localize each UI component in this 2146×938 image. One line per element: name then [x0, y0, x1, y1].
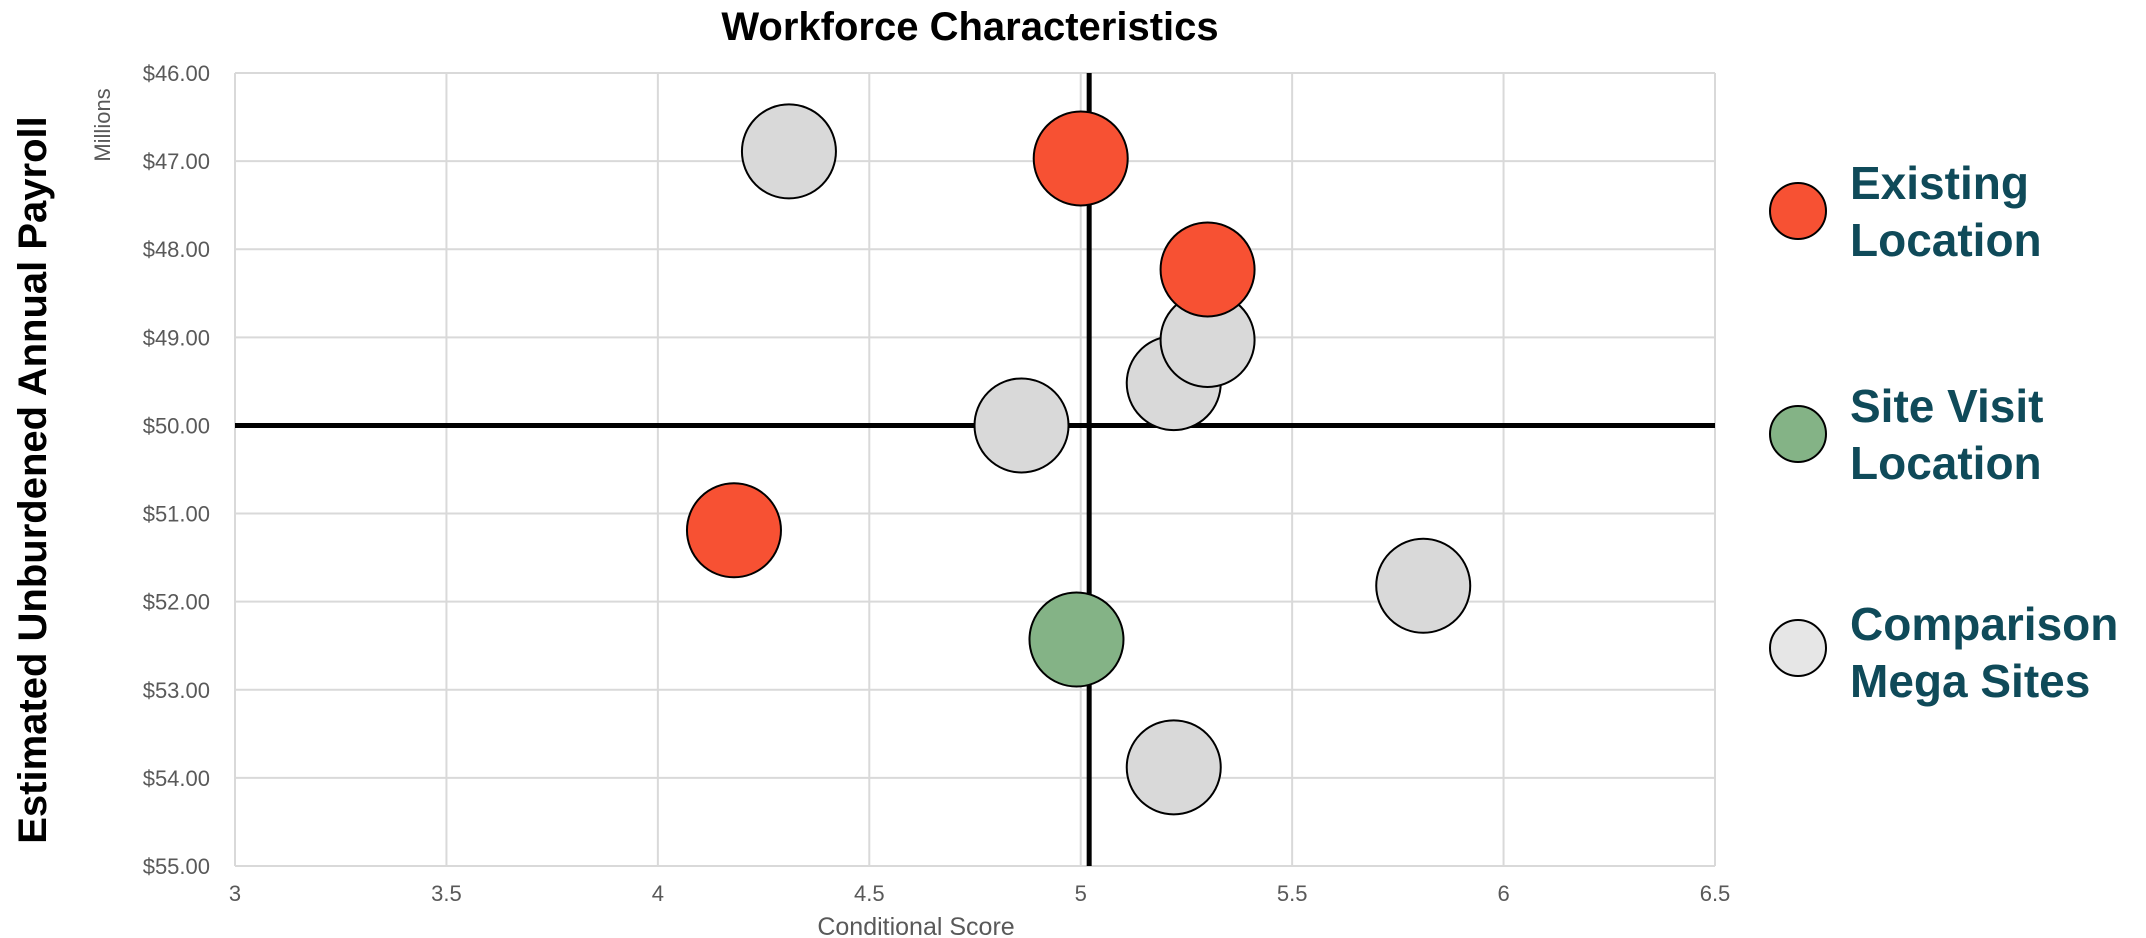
- legend-label-site-visit-line1: Site Visit: [1850, 380, 2043, 432]
- chart-title: Workforce Characteristics: [721, 5, 1218, 49]
- legend-marker-site-visit-location: [1769, 405, 1827, 463]
- point-comparison-mega-sites: [973, 377, 1070, 474]
- point-existing-location: [1032, 110, 1129, 207]
- legend-label-existing-line1: Existing: [1850, 157, 2029, 209]
- legend-label-existing-line2: Location: [1850, 214, 2042, 266]
- legend-label-comparison-line1: Comparison: [1850, 598, 2118, 650]
- point-comparison-mega-sites: [1125, 719, 1222, 816]
- legend-item-site-visit-location: Site Visit Location: [1769, 380, 2043, 489]
- data-points: [685, 103, 1472, 816]
- y-axis-title: Estimated Unburdened Annual Payroll: [11, 116, 55, 844]
- grid-lines: [234, 72, 1716, 867]
- point-comparison-mega-sites: [740, 103, 837, 200]
- y-tick-label: $46.00: [143, 61, 210, 86]
- legend-label-comparison-line2: Mega Sites: [1850, 655, 2090, 707]
- x-tick-label: 6.5: [1700, 881, 1731, 906]
- legend-item-existing-location: Existing Location: [1769, 157, 2042, 266]
- x-tick-label: 4.5: [854, 881, 885, 906]
- x-tick-labels: 3 3.5 4 4.5 5 5.5 6 6.5: [229, 881, 1730, 906]
- y-units-label: Millions: [90, 88, 115, 161]
- y-tick-label: $50.00: [143, 413, 210, 438]
- y-tick-label: $49.00: [143, 325, 210, 350]
- crosshair-lines: [235, 73, 1715, 866]
- y-tick-label: $51.00: [143, 502, 210, 527]
- y-tick-label: $47.00: [143, 149, 210, 174]
- x-tick-label: 5.5: [1277, 881, 1308, 906]
- y-tick-label: $52.00: [143, 590, 210, 615]
- x-tick-label: 5: [1075, 881, 1087, 906]
- x-tick-label: 6: [1497, 881, 1509, 906]
- legend-marker-comparison-mega-sites: [1769, 619, 1827, 677]
- point-comparison-mega-sites: [1375, 537, 1472, 634]
- legend-label-site-visit-line2: Location: [1850, 437, 2042, 489]
- y-tick-labels: $46.00 $47.00 $48.00 $49.00 $50.00 $51.00 $52.…: [143, 61, 210, 879]
- x-tick-label: 3: [229, 881, 241, 906]
- x-tick-label: 3.5: [431, 881, 462, 906]
- point-existing-location: [1159, 221, 1256, 318]
- legend: Existing Location Site Visit Location Co…: [1769, 157, 2118, 707]
- point-existing-location: [685, 482, 782, 579]
- y-tick-label: $53.00: [143, 678, 210, 703]
- x-tick-label: 4: [652, 881, 664, 906]
- x-axis-title: Conditional Score: [817, 913, 1014, 938]
- legend-item-comparison-mega-sites: Comparison Mega Sites: [1769, 598, 2118, 707]
- y-tick-label: $48.00: [143, 237, 210, 262]
- point-site-visit-location: [1028, 591, 1125, 688]
- legend-marker-existing-location: [1769, 182, 1827, 240]
- y-tick-label: $54.00: [143, 766, 210, 791]
- y-tick-label: $55.00: [143, 854, 210, 879]
